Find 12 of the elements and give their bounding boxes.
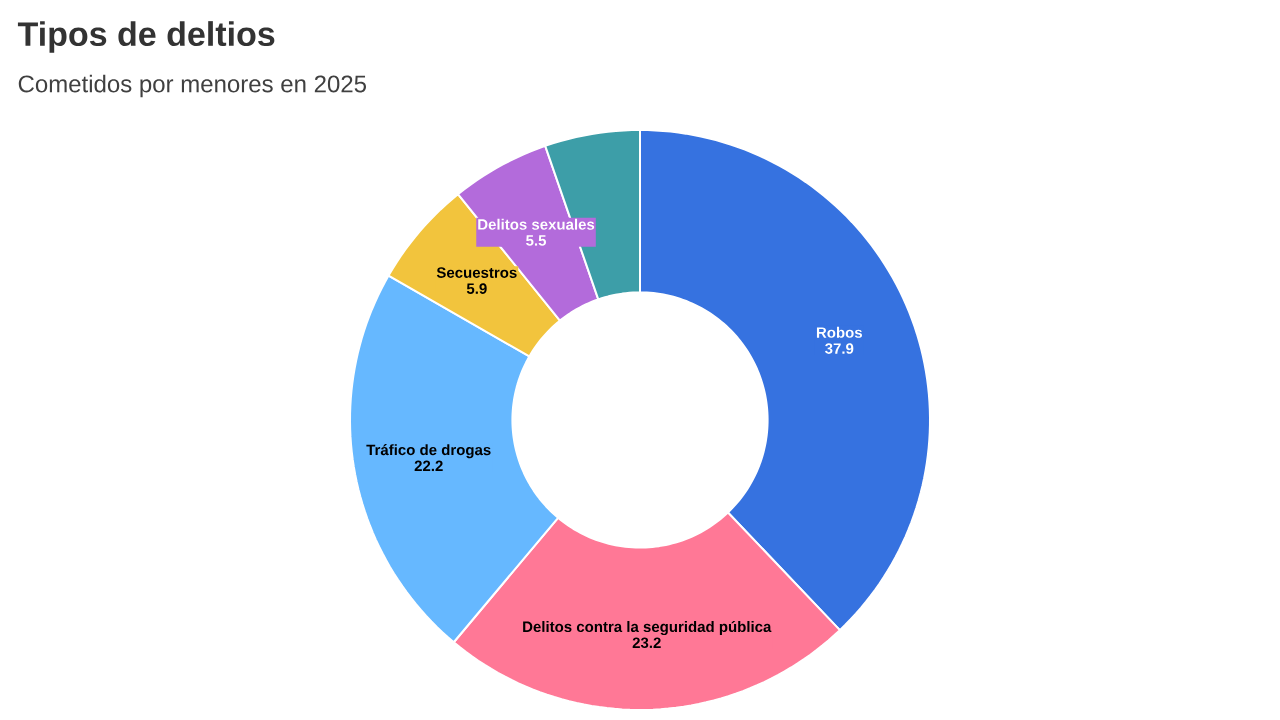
slice-label: Robos (816, 326, 862, 338)
chart-subtitle: Cometidos por menores en 2025 (18, 74, 366, 98)
slice-label: Delitos contra la seguridad pública (523, 620, 772, 636)
chart-title: Tipos de deltios (17, 21, 275, 53)
data-label: 5.5 (526, 235, 547, 246)
data-label: 5.9 (466, 283, 487, 294)
slice-label: Delitos sexuales (478, 218, 595, 230)
slice-label: Secuestros (436, 267, 517, 278)
slice-label: Tráfico de drogas (366, 444, 491, 459)
data-label: 23.2 (632, 637, 661, 649)
data-label: 22.2 (414, 460, 443, 472)
data-label: 37.9 (825, 343, 854, 354)
